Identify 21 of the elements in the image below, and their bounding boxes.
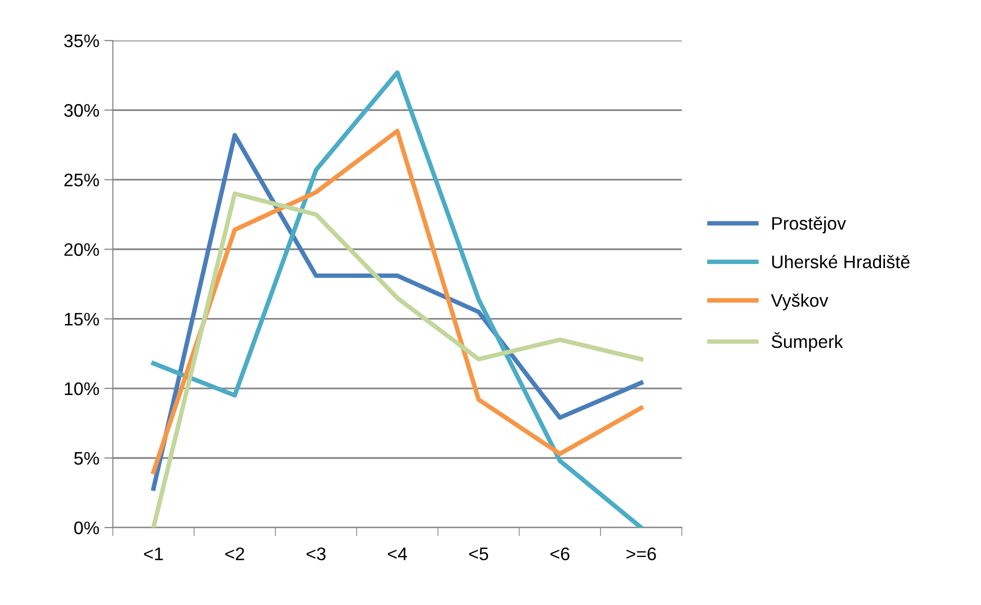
y-tick-label: 0% bbox=[74, 521, 99, 534]
x-tick-label: <2 bbox=[225, 547, 244, 560]
y-tick-label: 30% bbox=[64, 104, 99, 117]
x-tick-label: <3 bbox=[306, 547, 326, 560]
legend-label: Uherské Hradiště bbox=[772, 254, 910, 268]
line-series bbox=[151, 191, 644, 528]
y-tick-label: 35% bbox=[64, 34, 99, 48]
y-tick-label: 25% bbox=[64, 174, 99, 186]
x-tick-label: <4 bbox=[388, 548, 408, 560]
legend-label: Šumperk bbox=[772, 332, 844, 352]
x-tick-label: <6 bbox=[550, 547, 570, 560]
x-tick-label: <1 bbox=[144, 548, 163, 560]
x-tick-label: <5 bbox=[469, 548, 488, 560]
y-tick-label: 20% bbox=[64, 243, 99, 256]
x-tick-label: >=6 bbox=[626, 547, 656, 560]
legend-label: Prostějov bbox=[772, 216, 846, 234]
y-tick-label: 15% bbox=[64, 312, 99, 326]
y-tick-label: 10% bbox=[64, 382, 99, 396]
legend-label: Vyškov bbox=[770, 294, 828, 310]
y-tick-label: 5% bbox=[74, 452, 99, 465]
line-series bbox=[151, 70, 644, 528]
